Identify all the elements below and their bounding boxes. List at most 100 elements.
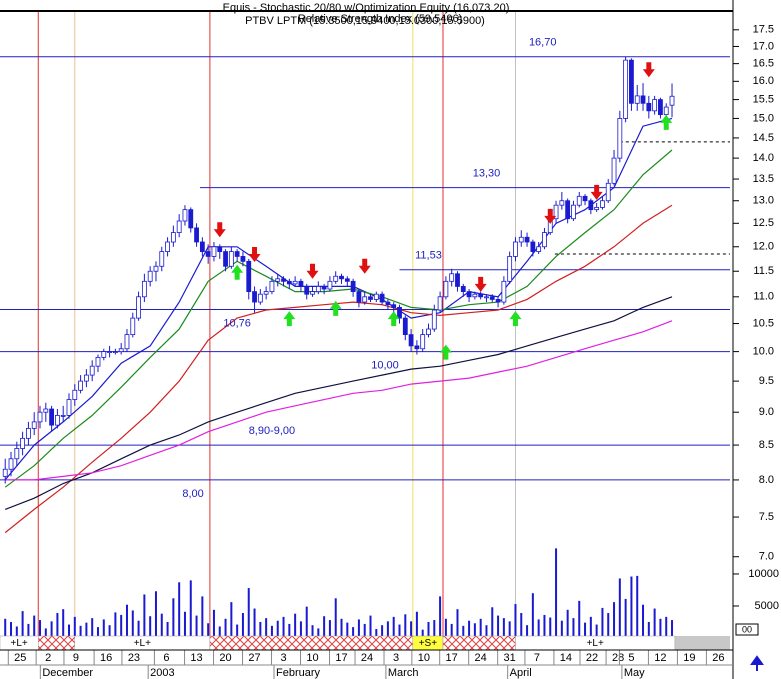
candle-body	[20, 437, 26, 449]
sell-arrow	[544, 208, 557, 224]
candle-body	[553, 204, 559, 220]
candle-body	[339, 275, 344, 280]
candle-body	[420, 334, 426, 350]
buy-arrow	[439, 344, 452, 360]
candle-body	[495, 299, 501, 303]
volume-bar	[10, 621, 13, 638]
candle-body	[478, 293, 484, 298]
volume-bar	[485, 625, 488, 638]
volume-bar	[549, 617, 552, 638]
candle-body	[170, 232, 176, 243]
volume-bar	[317, 628, 320, 638]
volume-bar	[125, 604, 128, 638]
candle-body	[634, 95, 640, 104]
volume-bar	[108, 625, 111, 638]
candle-body	[136, 296, 141, 319]
candle-body	[188, 209, 194, 229]
volume-bar	[265, 618, 268, 638]
volume-bar	[154, 591, 157, 638]
x-tick-label: 14	[560, 652, 572, 664]
strip-band	[209, 635, 414, 651]
y-tick-label: 17.5	[753, 24, 774, 36]
volume-bar	[166, 621, 169, 638]
volume-bar	[375, 629, 378, 638]
y-tick-label: 12.0	[753, 241, 774, 253]
candle-body	[78, 380, 83, 391]
candle-body	[368, 296, 373, 300]
candle-body	[83, 374, 89, 382]
candle-body	[217, 246, 223, 252]
volume-bar	[572, 618, 575, 638]
x-tick-label: 19	[683, 652, 695, 664]
volume-bar	[566, 609, 569, 638]
candle-body	[263, 291, 269, 295]
candle-body	[37, 411, 43, 423]
candle-body	[669, 95, 675, 106]
strip-label: +L+	[11, 638, 28, 649]
candle-body	[292, 280, 298, 285]
volume-bar	[334, 598, 337, 638]
candle-body	[344, 278, 350, 282]
candle-body	[408, 334, 414, 347]
volume-bar	[79, 625, 82, 638]
volume-bar	[352, 627, 355, 638]
volume-bar	[613, 602, 616, 638]
candle-body	[66, 399, 72, 416]
candle-body	[304, 286, 310, 295]
volume-bar	[410, 621, 413, 638]
candle-body	[124, 334, 130, 350]
x-tick-label: 3	[393, 652, 399, 664]
candle-body	[240, 256, 246, 262]
candle-body	[600, 200, 605, 208]
candle-body	[246, 260, 252, 292]
volume-bar	[555, 548, 558, 638]
x-tick-label: 23	[128, 652, 140, 664]
x-tick-label: 17	[446, 652, 458, 664]
volume-bar	[647, 621, 650, 638]
volume-bar	[497, 615, 500, 638]
volume-bar	[601, 607, 604, 638]
y-tick-label: 14.0	[753, 152, 774, 164]
x-tick-label: 5	[628, 652, 634, 664]
y-tick-label: 15.5	[753, 93, 774, 105]
volume-bar	[595, 624, 598, 638]
candle-body	[333, 275, 339, 282]
volume-tick-label: 10000	[748, 568, 779, 580]
candle-body	[594, 207, 600, 211]
candle-body	[385, 301, 391, 306]
volume-bar	[589, 616, 592, 638]
volume-bar	[578, 600, 581, 638]
annotation-layer: 17.5 17.0 16.5 16.0 15.5 15.0 14.5 14.0 13.5 13.0…	[0, 24, 779, 679]
volume-bar	[584, 622, 587, 638]
candle-body	[101, 351, 107, 358]
y-tick-label: 10.0	[753, 346, 774, 358]
candle-body	[141, 280, 147, 298]
candle-body	[530, 241, 536, 252]
volume-bar	[479, 618, 482, 638]
candle-body	[542, 232, 547, 248]
moving-average	[4, 149, 673, 488]
candle-body	[118, 348, 124, 353]
volume-bar	[328, 620, 331, 638]
buy-arrow	[231, 264, 244, 280]
x-tick-label: 20	[219, 652, 231, 664]
candle-body	[518, 236, 524, 243]
candle-body	[43, 408, 49, 413]
volume-bar	[160, 613, 163, 638]
x-tick-label: 9	[73, 652, 79, 664]
level-label: 16,70	[529, 37, 557, 49]
candle-body	[588, 200, 594, 211]
volume-bar	[381, 625, 384, 638]
strip-label: +L+	[587, 638, 604, 649]
volume-bar	[514, 604, 517, 638]
volume-bar	[44, 628, 47, 638]
volume-bar	[15, 626, 18, 638]
scroll-arrow[interactable]	[750, 655, 764, 671]
candle-body	[281, 278, 286, 282]
volume-bar	[363, 623, 366, 638]
y-tick-label: 13.5	[753, 173, 774, 185]
volume-bar	[178, 582, 181, 638]
volume-bar	[433, 620, 436, 638]
volume-bar	[137, 620, 140, 638]
